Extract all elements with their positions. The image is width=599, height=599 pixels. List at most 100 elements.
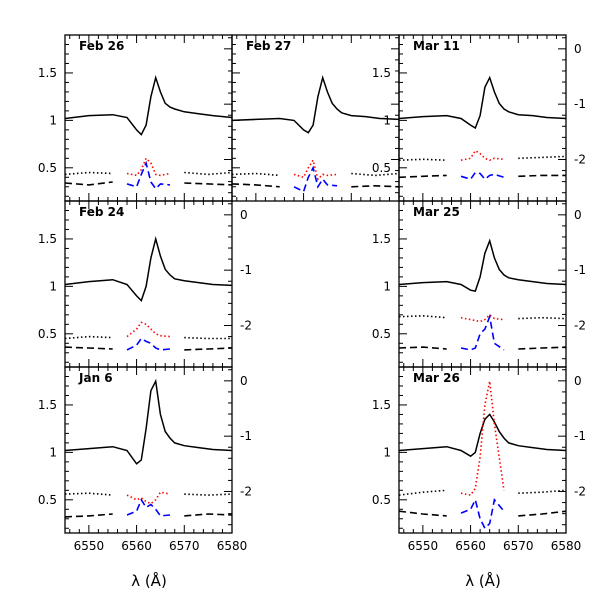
series-black-line [399,238,566,292]
right-y-tick-label: -2 [574,319,586,333]
right-y-tick-label: -2 [574,153,586,167]
y-tick-label: 0.5 [372,161,391,175]
series-dotted-line [65,171,113,176]
series-black-line [399,75,566,130]
series-dashed-line [184,347,232,351]
y-tick-label: 0.5 [38,493,57,507]
x-tick-label: 6570 [169,539,200,553]
panel-date-label: Mar 26 [413,371,460,385]
series-dotted-line [65,335,113,340]
right-y-tick-label: -1 [574,263,586,277]
panel-frame [398,200,567,368]
right-y-tick-label: -1 [574,97,586,111]
y-tick-label: 1 [49,445,57,459]
panel-frame [64,366,233,534]
panel-mar-11: 0.5 1 1.5 0 -1 -2 Mar 11 [372,34,586,202]
series-dashed-line [65,181,113,186]
x-tick-label: 6560 [455,539,486,553]
series-dotted-line [184,493,232,496]
right-y-tick-label: -1 [240,429,252,443]
panel-jan-6: 0.5 1 1.5 0 -1 -2 6550 6560 6570 6580 Jan 6 [38,366,252,553]
panel-plot-area [399,238,566,351]
right-y-tick-label: -2 [240,485,252,499]
series-dashed-line [460,171,505,181]
panel-feb-26: 0.5 1 1.5 Feb 26 [38,34,233,202]
y-tick-label: 1 [383,445,391,459]
series-dashed-line [293,165,338,193]
series-black-line [399,413,566,458]
y-tick-label: 0.5 [38,161,57,175]
series-dotted-line [399,158,447,161]
series-dotted-line [293,158,338,181]
x-tick-label: 6560 [121,539,152,553]
series-dashed-line [399,174,447,179]
y-tick-label: 1.5 [38,398,57,412]
right-y-tick-label: 0 [240,374,248,388]
panel-date-label: Feb 27 [246,39,291,53]
series-dashed-line [351,184,399,188]
series-dashed-line [232,183,280,188]
series-dotted-line [65,492,113,496]
series-dashed-line [184,182,232,186]
y-tick-label: 0.5 [372,327,391,341]
panel-mar-26: 0.5 1 1.5 0 -1 -2 6550 6560 6570 6580 Mar 26 [372,366,586,553]
series-dotted-line [184,336,232,340]
series-dashed-line [460,497,505,530]
right-y-tick-label: -2 [240,319,252,333]
panel-plot-area [65,75,232,190]
x-axis-label-left: λ (Å) [131,571,167,590]
series-dotted-line [126,156,171,177]
right-y-tick-label: -1 [574,429,586,443]
series-dashed-line [460,313,505,351]
series-black-line [65,378,232,465]
y-tick-label: 1.5 [372,232,391,246]
right-y-tick-label: 0 [240,208,248,222]
series-dashed-line [518,346,566,350]
right-y-tick-label: 0 [574,208,582,222]
x-tick-label: 6570 [503,539,534,553]
series-dashed-line [518,174,566,178]
series-dotted-line [232,172,280,177]
series-dashed-line [399,346,447,350]
y-tick-label: 1.5 [372,66,391,80]
series-dashed-line [65,513,113,518]
panel-frame [398,366,567,534]
panel-feb-27: Feb 27 [231,34,400,202]
series-black-line [65,235,232,302]
panel-date-label: Feb 24 [79,205,124,219]
y-tick-label: 1.5 [38,66,57,80]
panel-date-label: Jan 6 [78,371,113,385]
series-dashed-line [126,337,171,351]
panel-date-label: Mar 25 [413,205,460,219]
series-dashed-line [184,513,232,517]
series-dotted-line [399,314,447,319]
y-tick-label: 1.5 [372,398,391,412]
right-y-tick-label: -2 [574,485,586,499]
series-dotted-line [399,489,447,496]
panel-date-label: Mar 11 [413,39,460,53]
series-black-line [232,75,399,134]
panel-mar-25: 0.5 1 1.5 0 -1 -2 Mar 25 [372,200,586,368]
y-tick-label: 1 [383,113,391,127]
y-tick-label: 1 [49,113,57,127]
right-y-tick-label: 0 [574,374,582,388]
series-dotted-line [184,171,232,176]
series-dashed-line [399,510,447,517]
series-dotted-line [460,381,505,496]
y-tick-label: 1 [383,279,391,293]
series-dashed-line [126,160,171,190]
series-dotted-line [126,491,171,505]
panel-date-label: Feb 26 [79,39,124,53]
series-dotted-line [460,313,505,323]
series-dashed-line [65,346,113,350]
y-tick-label: 1.5 [38,232,57,246]
x-tick-label: 6580 [551,539,582,553]
right-y-tick-label: 0 [574,42,582,56]
x-axis-label-right: λ (Å) [465,571,501,590]
series-dotted-line [518,316,566,320]
panel-plot-area [399,381,566,530]
series-dashed-line [518,510,566,517]
x-tick-label: 6580 [217,539,248,553]
panel-plot-area [65,378,232,518]
